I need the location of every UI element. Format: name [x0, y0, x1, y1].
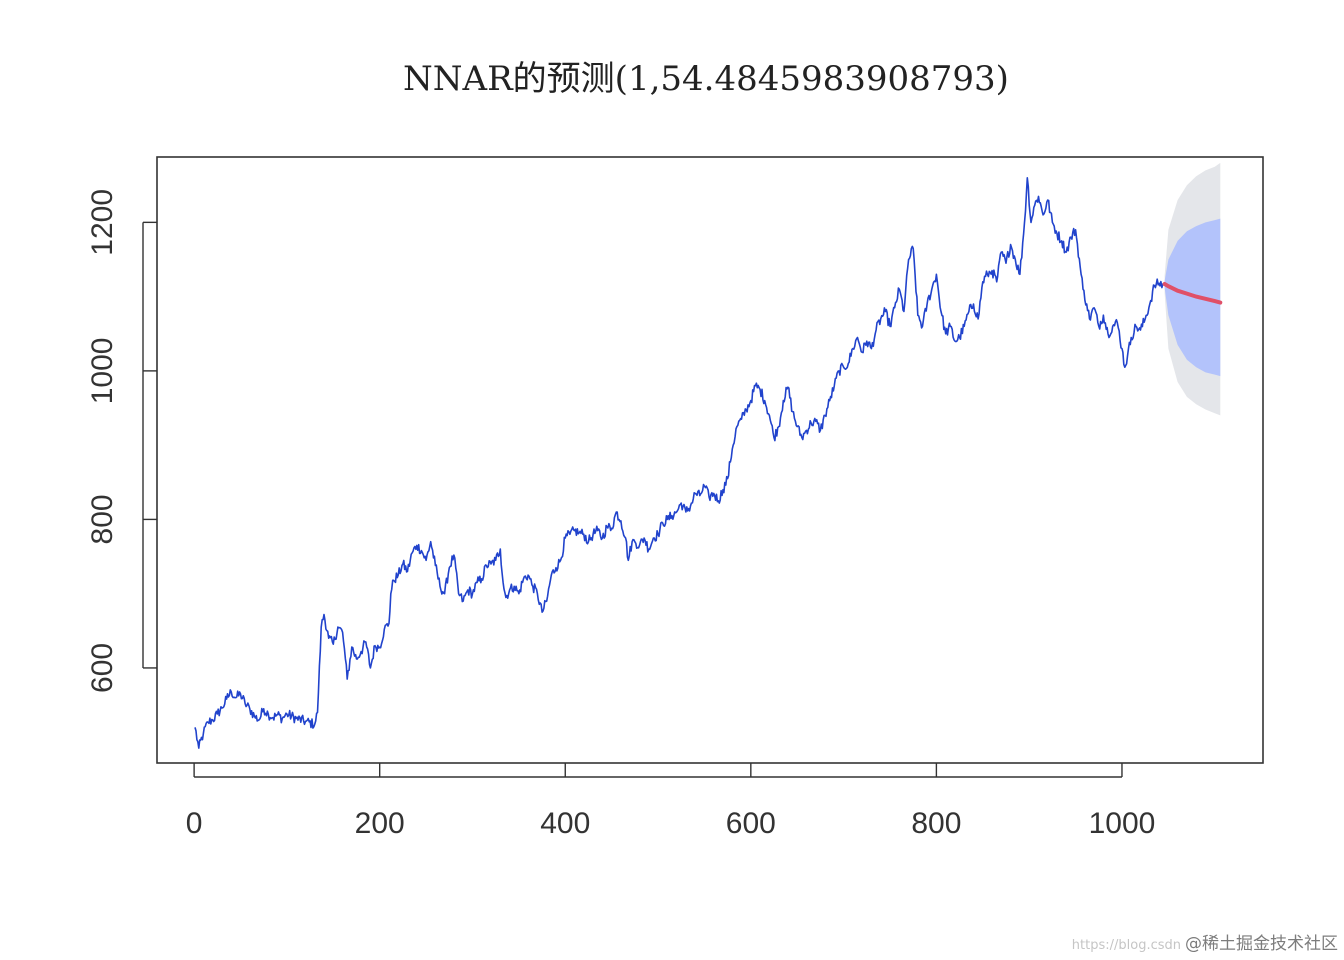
x-tick-label: 800: [911, 807, 961, 840]
x-axis: 0 200 400 600 800 1000: [186, 763, 1156, 840]
chart-title: NNAR的预测(1,54.4845983908793): [403, 59, 1009, 99]
forecast-mean-line: [1162, 282, 1223, 305]
y-tick-label: 1200: [86, 189, 119, 256]
watermark-text: @稀土掘金技术社区: [1185, 934, 1338, 954]
y-tick-label: 800: [86, 494, 119, 544]
x-tick-label: 600: [726, 807, 776, 840]
history-series-line: [194, 177, 1165, 749]
plot-frame: [156, 156, 1264, 764]
x-tick-label: 200: [355, 807, 405, 840]
watermark-url: https://blog.csdn: [1071, 938, 1181, 953]
y-tick-label: 600: [86, 643, 119, 693]
x-tick-label: 1000: [1089, 807, 1156, 840]
watermark: https://blog.csdn @稀土掘金技术社区: [1072, 929, 1338, 954]
y-axis: 600 800 1000 1200: [86, 189, 157, 693]
x-tick-label: 0: [186, 807, 203, 840]
y-tick-label: 1000: [86, 338, 119, 405]
x-tick-label: 400: [540, 807, 590, 840]
